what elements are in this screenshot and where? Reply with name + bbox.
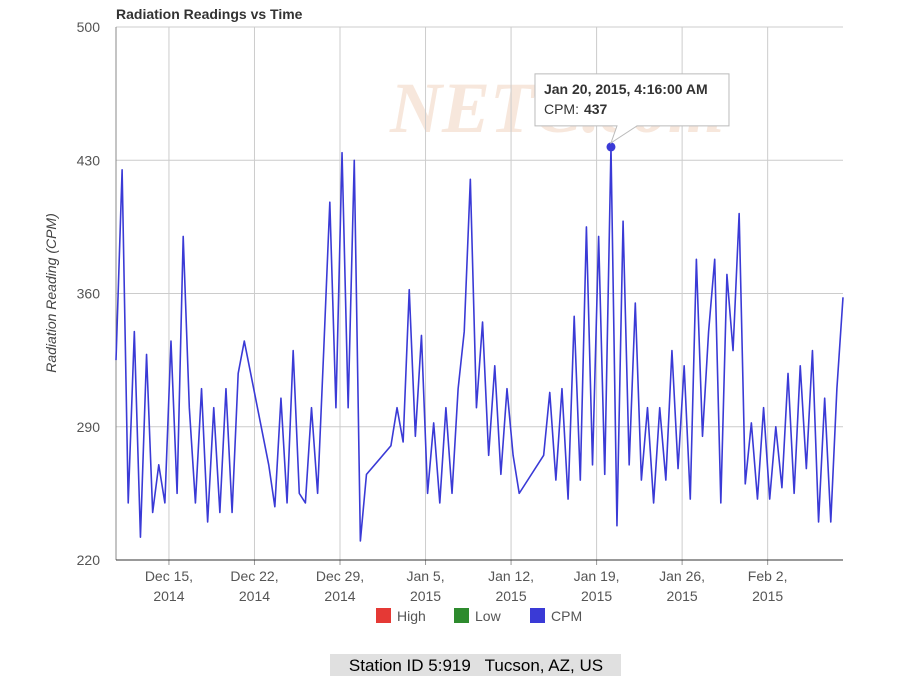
highlight-point [606, 142, 616, 152]
y-tick-label: 360 [77, 286, 101, 302]
footer: Station ID 5:919 Tucson, AZ, US [349, 656, 603, 675]
y-tick-label: 430 [77, 152, 101, 168]
series-line [115, 146, 844, 542]
y-tick-label: 290 [77, 419, 101, 435]
x-tick-label: Dec 29, 2014 [316, 568, 364, 604]
tooltip-label: CPM: [544, 101, 579, 117]
legend-swatch [530, 608, 545, 623]
footer-background [330, 654, 621, 676]
chart-title: Radiation Readings vs Time [116, 6, 303, 22]
x-tick-label: Dec 22, 2014 [230, 568, 278, 604]
x-tick-label: Dec 15, 2014 [145, 568, 193, 604]
y-tick-label: 500 [77, 19, 101, 35]
x-tick-label: Jan 12, 2015 [488, 568, 534, 604]
tooltip-value: 437 [584, 101, 608, 117]
x-tick-label: Jan 5, 2015 [406, 568, 444, 604]
tooltip-title: Jan 20, 2015, 4:16:00 AM [544, 81, 708, 97]
tooltip-box [534, 73, 730, 145]
legend-swatch [454, 608, 469, 623]
legend-label: High [397, 608, 426, 624]
legend-label: Low [475, 608, 502, 624]
y-axis-label: Radiation Reading (CPM) [43, 213, 59, 373]
legend-label: CPM [551, 608, 582, 624]
legend-swatch [376, 608, 391, 623]
y-tick-label: 220 [77, 552, 101, 568]
x-tick-label: Jan 19, 2015 [574, 568, 620, 604]
x-tick-label: Jan 26, 2015 [659, 568, 705, 604]
x-tick-label: Feb 2, 2015 [748, 568, 788, 604]
